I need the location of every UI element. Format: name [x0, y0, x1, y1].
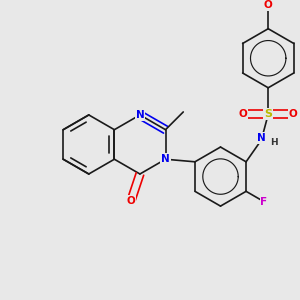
Text: F: F — [260, 197, 268, 207]
Text: S: S — [264, 110, 272, 119]
Text: N: N — [161, 154, 170, 164]
Text: O: O — [264, 0, 273, 10]
Text: O: O — [127, 196, 136, 206]
Text: N: N — [136, 110, 144, 120]
Text: H: H — [270, 139, 278, 148]
Text: N: N — [257, 133, 266, 143]
Text: O: O — [289, 110, 298, 119]
Text: O: O — [239, 110, 248, 119]
